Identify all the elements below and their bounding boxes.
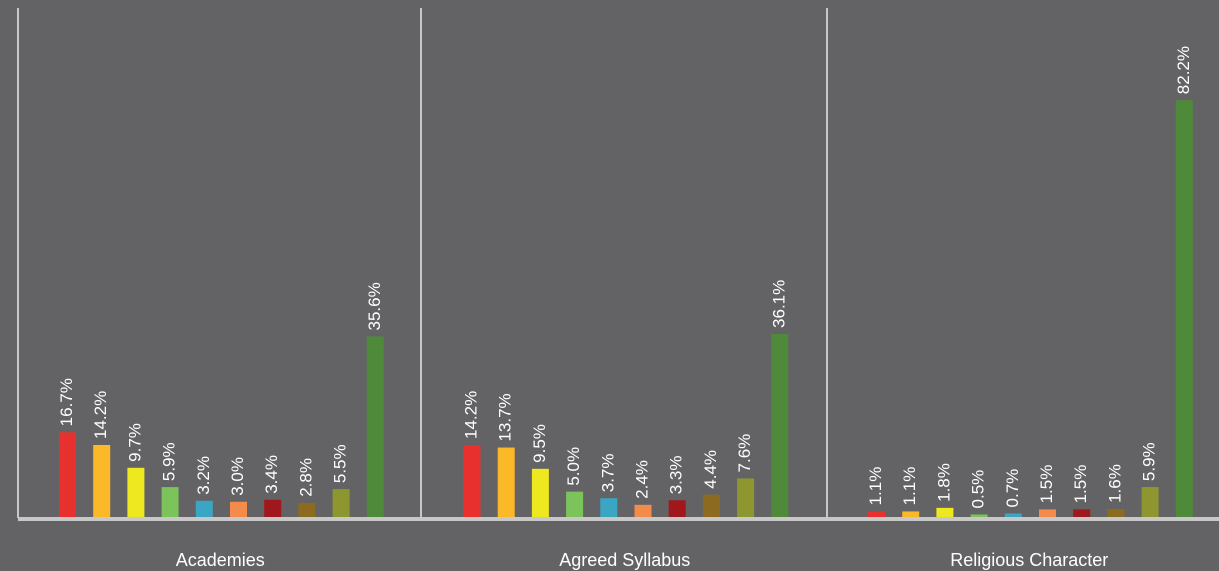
bar (1039, 509, 1056, 517)
value-label: 3.4% (262, 455, 281, 494)
value-label: 1.1% (900, 467, 919, 506)
bar (702, 494, 720, 517)
value-label: 14.2% (461, 391, 480, 439)
bar (902, 511, 920, 517)
value-label: 5.9% (1140, 442, 1159, 481)
bar (531, 468, 549, 517)
bar (566, 491, 584, 517)
bar (936, 507, 954, 517)
bar (634, 504, 652, 517)
value-label: 3.3% (667, 456, 686, 495)
category-label: Agreed Syllabus (559, 550, 690, 570)
value-label: 9.7% (125, 423, 144, 462)
value-label: 3.0% (228, 457, 247, 496)
bar (366, 336, 384, 517)
bar (93, 444, 111, 517)
bar (332, 489, 350, 517)
value-label: 1.5% (1037, 465, 1056, 504)
value-label: 7.6% (735, 434, 754, 473)
bar (868, 511, 885, 517)
bar (668, 500, 686, 517)
value-label: 2.8% (296, 458, 315, 497)
bar (264, 499, 282, 517)
bar (1073, 509, 1091, 517)
bar (497, 447, 515, 517)
bar (230, 501, 247, 517)
value-label: 5.5% (331, 444, 350, 483)
bar (970, 514, 988, 517)
value-label: 5.9% (160, 442, 179, 481)
value-label: 0.7% (1003, 469, 1022, 508)
value-label: 1.5% (1071, 465, 1090, 504)
bar (127, 467, 145, 517)
value-label: 5.0% (564, 447, 583, 486)
value-label: 35.6% (365, 282, 384, 330)
value-label: 9.5% (530, 424, 549, 463)
bar (1004, 513, 1022, 517)
bar (600, 498, 618, 517)
value-label: 36.1% (769, 280, 788, 328)
value-label: 16.7% (57, 378, 76, 426)
bar (463, 444, 481, 517)
value-label: 0.5% (969, 470, 988, 509)
value-label: 1.6% (1105, 464, 1124, 503)
value-label: 82.2% (1174, 46, 1193, 94)
value-label: 4.4% (701, 450, 720, 489)
bar (1141, 487, 1159, 517)
value-label: 1.1% (866, 467, 885, 506)
bar (1175, 100, 1193, 518)
value-label: 1.8% (934, 463, 953, 502)
category-label: Academies (176, 550, 265, 570)
value-label: 3.7% (598, 453, 617, 492)
bar (771, 333, 789, 517)
value-label: 3.2% (194, 456, 213, 495)
value-label: 2.4% (632, 460, 651, 499)
category-label: Religious Character (950, 550, 1108, 570)
bar (737, 478, 755, 517)
value-label: 13.7% (496, 393, 515, 441)
bar (298, 502, 316, 517)
value-label: 14.2% (91, 391, 110, 439)
bar (59, 432, 76, 517)
bar (195, 500, 213, 517)
bar (1107, 508, 1125, 517)
bar (161, 487, 179, 517)
